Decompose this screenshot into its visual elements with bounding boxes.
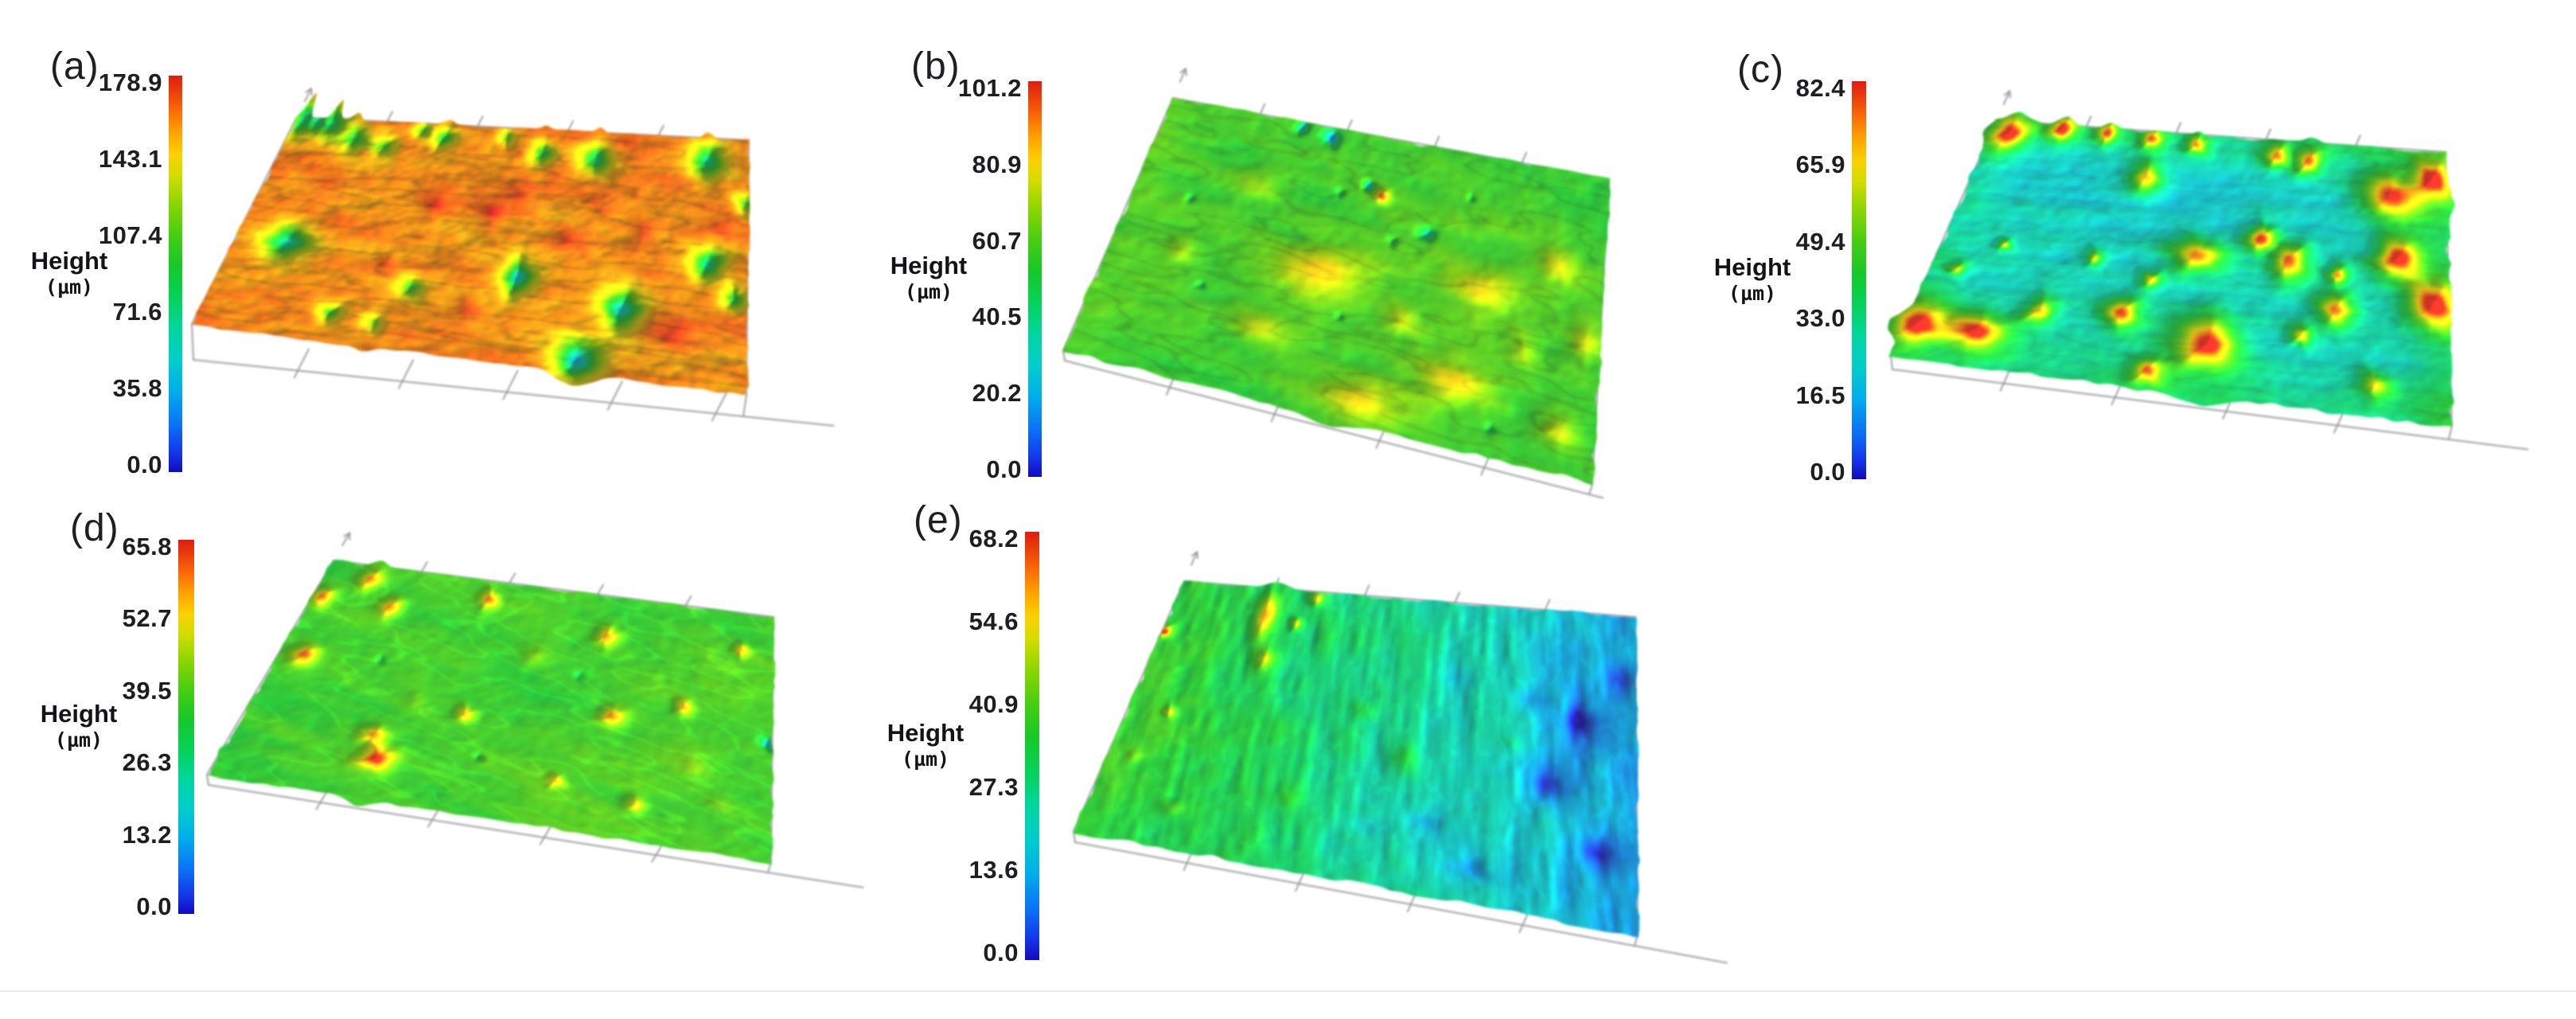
- colorbar-tick-label: 143.1: [98, 145, 162, 173]
- height-axis-label-line1: Height: [40, 700, 118, 728]
- surface-canvas-a: [179, 72, 852, 462]
- height-axis-label-e: Height (µm): [838, 719, 1013, 771]
- colorbar-tick-label: 0.0: [136, 892, 172, 920]
- colorbar-tick-label: 101.2: [957, 74, 1022, 102]
- colorbar-tick-label: 20.2: [972, 379, 1022, 408]
- height-axis-label-line1: Height: [887, 719, 965, 747]
- surface-canvas-b: [1042, 56, 1655, 517]
- colorbar-d: [178, 540, 194, 914]
- colorbar-tick-label: 80.9: [972, 150, 1022, 178]
- colorbar-c: [1852, 81, 1866, 479]
- panel-label-b: (b): [911, 45, 961, 88]
- height-axis-label-line1: Height: [30, 247, 108, 275]
- colorbar-tick-label: 178.9: [98, 68, 162, 96]
- height-axis-label-b: Height (µm): [841, 252, 1016, 304]
- colorbar-tick-label: 71.6: [112, 298, 162, 326]
- panel-label-e: (e): [914, 499, 963, 541]
- colorbar-tick-label: 40.5: [972, 303, 1022, 331]
- bottom-rule: [0, 990, 2576, 992]
- colorbar-tick-label: 65.8: [122, 533, 172, 560]
- colorbar-tick-label: 35.8: [112, 374, 162, 402]
- colorbar-tick-label: 27.3: [968, 773, 1019, 801]
- colorbar-tick-label: 68.2: [968, 525, 1019, 552]
- panel-label-d: (d): [70, 507, 119, 549]
- colorbar-tick-label: 0.0: [127, 451, 162, 478]
- colorbar-tick-label: 13.2: [122, 820, 172, 849]
- colorbar-tick-label: 39.5: [122, 676, 172, 705]
- colorbar-tick-label: 60.7: [972, 226, 1022, 255]
- colorbar-tick-label: 33.0: [1795, 304, 1845, 333]
- height-axis-label-line1: Height: [1713, 253, 1791, 281]
- height-axis-label-a: Height (µm): [0, 247, 157, 299]
- height-axis-label-line2: (µm): [1728, 282, 1777, 305]
- colorbar-e: [1025, 532, 1039, 960]
- colorbar-tick-label: 49.4: [1795, 227, 1845, 256]
- height-axis-label-line2: (µm): [54, 728, 103, 752]
- height-axis-label-line2: (µm): [904, 280, 953, 303]
- height-axis-label-line1: Height: [890, 252, 968, 279]
- height-axis-label-c: Height (µm): [1665, 253, 1840, 306]
- colorbar-tick-label: 40.9: [968, 690, 1019, 718]
- panel-label-c: (c): [1737, 49, 1784, 91]
- colorbar-tick-label: 16.5: [1795, 381, 1845, 409]
- colorbar-tick-label: 13.6: [968, 856, 1019, 884]
- colorbar-b: [1028, 81, 1042, 477]
- surface-canvas-d: [195, 525, 879, 917]
- surface-canvas-c: [1872, 80, 2556, 478]
- colorbar-tick-label: 0.0: [983, 939, 1019, 966]
- colorbar-tick-label: 54.6: [968, 607, 1019, 635]
- colorbar-tick-label: 26.3: [122, 748, 172, 777]
- colorbar-tick-label: 65.9: [1795, 150, 1845, 179]
- colorbar-tick-label: 82.4: [1795, 74, 1845, 102]
- colorbar-tick-label: 107.4: [98, 221, 162, 249]
- colorbar-tick-label: 0.0: [1810, 458, 1845, 486]
- colorbar-tick-label: 0.0: [986, 455, 1022, 483]
- panel-label-a: (a): [50, 45, 99, 88]
- colorbar-a: [169, 76, 182, 472]
- height-axis-label-line2: (µm): [45, 275, 94, 299]
- height-axis-label-d: Height (µm): [0, 700, 166, 752]
- surface-canvas-e: [1060, 525, 1744, 968]
- colorbar-tick-label: 52.7: [122, 604, 172, 633]
- height-axis-label-line2: (µm): [901, 748, 950, 771]
